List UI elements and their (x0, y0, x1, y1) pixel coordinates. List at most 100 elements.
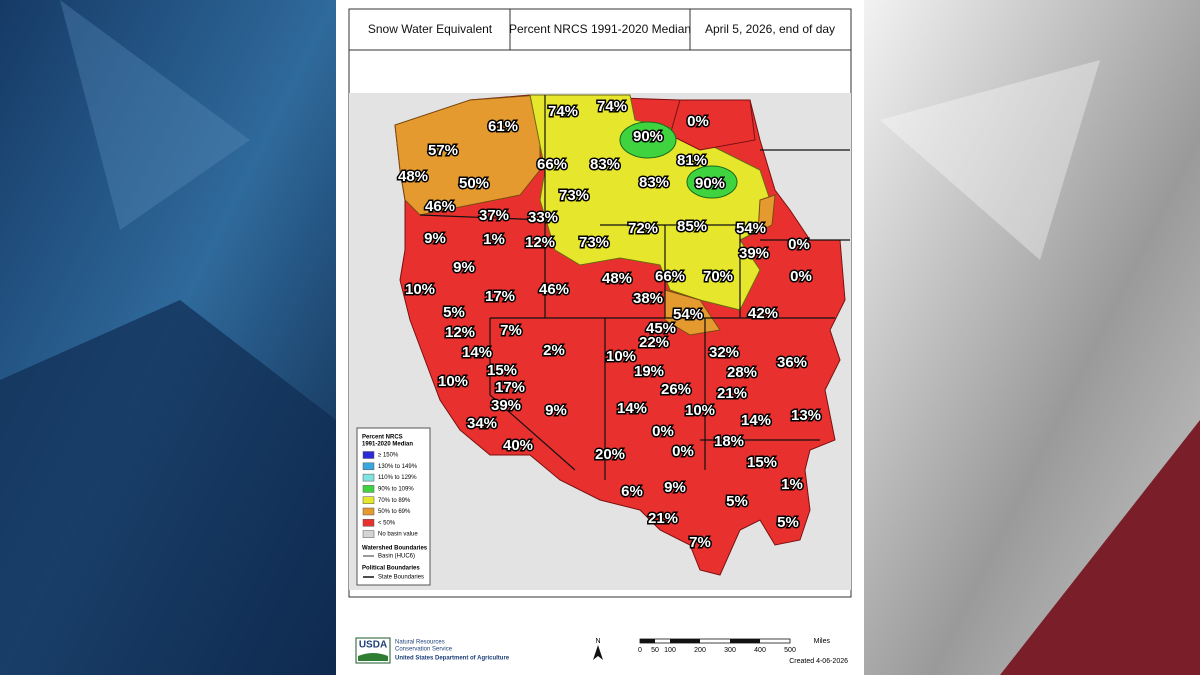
basin-label: 15% (747, 454, 777, 471)
legend-swatch (362, 462, 375, 471)
basin-label: 21% (648, 510, 678, 527)
basin-label: 39% (491, 397, 521, 414)
basin-label: 13% (791, 407, 821, 424)
basin-label: 34% (467, 415, 497, 432)
north-arrow-label: N (595, 638, 600, 645)
scale-tick-label: 500 (784, 647, 796, 654)
legend-swatch (362, 519, 375, 527)
basin-label: 10% (405, 281, 435, 298)
legend-item: ≥ 150% (378, 453, 399, 459)
basins-90-109 (619, 121, 677, 159)
basin-label: 73% (559, 187, 589, 204)
north-arrow (593, 645, 603, 660)
basin-label: 42% (748, 305, 778, 322)
basin-label: 81% (677, 152, 707, 169)
scale-unit: Miles (814, 638, 831, 645)
legend-item: 70% to 89% (378, 498, 411, 504)
basins-90-109 (686, 165, 738, 199)
basin-label: 21% (717, 385, 747, 402)
basin-label: 1% (483, 231, 505, 248)
basin-label: 1% (781, 476, 803, 493)
basin-label: 0% (672, 443, 694, 460)
department: United States Department of Agriculture (395, 656, 510, 662)
legend-swatch (362, 530, 375, 538)
legend-item: 130% to 149% (378, 464, 418, 470)
basin-label: 26% (661, 381, 691, 398)
legend-items: ≥ 150% 130% to 149% 110% to 129% 90% to 109… (362, 451, 418, 538)
scale-segment (640, 639, 655, 643)
footer: USDA Natural Resources Conservation Serv… (355, 637, 848, 665)
basin-label: 14% (741, 412, 771, 429)
basin-label: 33% (528, 209, 558, 226)
basin-label: 73% (579, 234, 609, 251)
basin-label: 6% (621, 483, 643, 500)
bg-facet (880, 60, 1100, 260)
basins-below-50 (669, 99, 756, 151)
scale-tick-label: 0 (638, 647, 642, 654)
scale-tick-label: 50 (651, 647, 659, 654)
scale-segment (730, 639, 760, 643)
basin-label: 54% (736, 220, 766, 237)
agency-line: Conservation Service (395, 647, 453, 653)
basin-label: 12% (525, 234, 555, 251)
basin-label: 83% (639, 174, 669, 191)
legend: Percent NRCS 1991-2020 Median ≥ 150% 130%… (356, 427, 431, 586)
basin-label: 32% (709, 344, 739, 361)
basin-label: 9% (664, 479, 686, 496)
legend-item: 90% to 109% (378, 486, 414, 492)
legend-item: State Boundaries (378, 575, 424, 581)
basin-label: 61% (488, 118, 518, 135)
scale-tick-label: 100 (664, 647, 676, 654)
legend-title: 1991-2020 Median (362, 442, 413, 448)
basin-label: 90% (695, 175, 725, 192)
basin-label: 54% (673, 306, 703, 323)
legend-swatch (362, 496, 375, 504)
basin-label: 38% (633, 290, 663, 307)
basin-label: 57% (428, 142, 458, 159)
basin-label: 5% (443, 304, 465, 321)
basin-label: 48% (398, 168, 428, 185)
header-cell: Snow Water Equivalent (368, 22, 493, 36)
usda-logo-field (358, 653, 388, 661)
bg-facet (0, 300, 336, 675)
scale-segment (670, 639, 700, 643)
legend-item: No basin value (378, 532, 418, 538)
basin-label: 20% (595, 446, 625, 463)
basin-label: 22% (639, 334, 669, 351)
basin-label: 50% (459, 175, 489, 192)
created-date: Created 4-06-2026 (789, 658, 848, 665)
basin-label: 17% (495, 379, 525, 396)
usda-logo-text: USDA (359, 640, 387, 651)
basin-label: 85% (677, 218, 707, 235)
basin-label: 0% (790, 268, 812, 285)
state-boundaries (419, 95, 850, 480)
basin-label: 37% (479, 207, 509, 224)
basin-label: 66% (537, 156, 567, 173)
bg-facet (1000, 420, 1200, 675)
basin-label: 0% (652, 423, 674, 440)
basin-label: 14% (462, 344, 492, 361)
basin-label: 66% (655, 268, 685, 285)
basin-label: 19% (634, 363, 664, 380)
scale-bar-body (639, 638, 791, 644)
basin-label: 15% (487, 362, 517, 379)
scale-bar: 0 50 100 200 300 400 500 (638, 638, 796, 654)
legend-section: Watershed Boundaries (362, 546, 428, 552)
legend-item: 50% to 69% (378, 509, 411, 515)
basin-label: 39% (739, 245, 769, 262)
basin-label: 18% (714, 433, 744, 450)
basin-label: 46% (425, 198, 455, 215)
legend-title: Percent NRCS (362, 435, 403, 441)
basin-label: 48% (602, 270, 632, 287)
header-cell: Percent NRCS 1991-2020 Median (509, 22, 691, 36)
legend-item: Basin (HUC6) (378, 554, 415, 560)
legend-swatch (362, 451, 375, 459)
basin-label: 46% (539, 281, 569, 298)
basin-label: 7% (500, 322, 522, 339)
scale-tick-label: 200 (694, 647, 706, 654)
basin-label: 70% (703, 268, 733, 285)
basins-50-69 (394, 94, 541, 216)
basin-label: 5% (777, 514, 799, 531)
